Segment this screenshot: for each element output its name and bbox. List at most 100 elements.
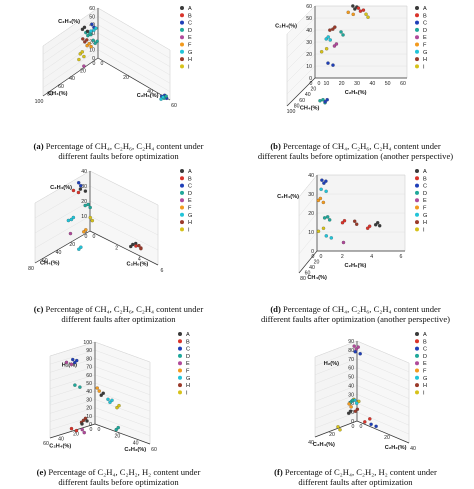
tick-label-a: 0 xyxy=(85,234,88,240)
grid-line xyxy=(49,399,96,414)
scatter-plot-e: 0 20 40 60 0 20 40 60 0 10 20 30 40 50 60 70 80 90 100 C₂H₄… xyxy=(43,332,190,453)
data-point-E xyxy=(80,427,84,432)
tick-label-a: 20 xyxy=(329,432,335,438)
tick-label-b: 60 xyxy=(151,447,157,453)
legend-label-C: C xyxy=(188,21,192,27)
legend-marker-D xyxy=(180,190,184,195)
legend-label-H: H xyxy=(423,220,427,226)
legend-label-A: A xyxy=(423,6,427,12)
grid-line xyxy=(97,49,171,92)
legend-label-H: H xyxy=(423,383,427,389)
legend-marker-I xyxy=(178,390,182,395)
data-point-I xyxy=(364,12,368,16)
grid-line xyxy=(314,358,358,375)
data-point-A xyxy=(85,29,90,34)
data-point-B xyxy=(363,420,367,424)
grid-line xyxy=(286,53,316,83)
legend-marker-E xyxy=(178,361,182,366)
grid-line xyxy=(34,185,91,219)
legend-marker-B xyxy=(415,176,419,181)
tick-label-a: 80 xyxy=(47,91,53,97)
legend-label-F: F xyxy=(188,43,192,49)
grid-line xyxy=(314,394,358,411)
data-point-H xyxy=(139,246,143,251)
grid-line xyxy=(314,376,358,393)
caption-f: (f) Percentage of C₂H₄, C₂H₂, H₂ content… xyxy=(274,467,437,487)
tick-label-a: 80 xyxy=(28,266,34,272)
axis-b-line xyxy=(356,420,410,444)
tick-label-c: 0 xyxy=(92,56,95,62)
legend-label-E: E xyxy=(188,35,192,41)
data-point-D xyxy=(327,218,332,222)
legend-label-G: G xyxy=(423,50,427,56)
grid-line xyxy=(42,16,99,55)
data-point-F xyxy=(321,200,326,205)
legend-label-B: B xyxy=(186,339,190,345)
grid-line xyxy=(42,7,99,47)
axis-a-title: C₂H₆(%) xyxy=(345,90,367,96)
tick-label-a: 40 xyxy=(369,81,375,87)
data-point-H xyxy=(333,25,337,29)
grid-line xyxy=(286,17,316,47)
tick-label-b: 40 xyxy=(410,446,416,452)
axis-b-line xyxy=(89,230,159,266)
grid-line xyxy=(34,200,91,234)
grid-line xyxy=(356,385,410,408)
caption-e: (e) Percentage of C₂H₄, C₂H₂, H₂ content… xyxy=(36,467,201,487)
legend-label-G: G xyxy=(423,376,427,382)
tick-label-a: 40 xyxy=(69,76,75,82)
data-point-D xyxy=(116,425,120,430)
data-point-I xyxy=(319,50,324,54)
data-point-G xyxy=(161,95,165,99)
legend-label-C: C xyxy=(423,347,427,353)
grid-line xyxy=(94,358,151,379)
tick-label-a: 100 xyxy=(35,99,44,105)
data-point-H xyxy=(355,407,360,412)
data-point-F xyxy=(84,228,88,232)
data-point-I xyxy=(88,215,93,220)
legend-label-A: A xyxy=(188,6,192,12)
legend-marker-F xyxy=(178,368,182,373)
grid-line xyxy=(97,16,171,59)
tick-label-c: 30 xyxy=(308,192,314,198)
data-point-I xyxy=(336,425,340,429)
tick-label-a: 4 xyxy=(370,254,373,260)
grid-line xyxy=(89,170,159,206)
data-point-H xyxy=(352,219,357,223)
tick-label-c: 0 xyxy=(351,419,354,425)
legend-marker-B xyxy=(178,339,182,344)
data-point-G xyxy=(326,35,330,39)
data-point-I xyxy=(338,428,342,432)
grid-line xyxy=(286,5,316,35)
tick-label-c: 50 xyxy=(348,375,354,381)
tick-label-c: 50 xyxy=(86,381,92,387)
legend-marker-C xyxy=(180,20,184,25)
legend-marker-H xyxy=(180,220,184,225)
axis-a-line xyxy=(42,57,99,97)
data-point-A xyxy=(131,242,135,247)
tick-label-c: 40 xyxy=(306,28,312,34)
tick-label-c: 50 xyxy=(89,14,95,20)
grid-line xyxy=(298,231,318,255)
legend-marker-G xyxy=(415,212,419,217)
data-point-I xyxy=(316,229,321,234)
legend-label-G: G xyxy=(188,213,192,219)
tick-label-c: 90 xyxy=(86,348,92,354)
axis-c-title: C₂H₄(%) xyxy=(277,194,299,200)
legend-label-I: I xyxy=(188,64,190,70)
tick-label-c: 40 xyxy=(81,169,87,175)
tick-label-c: 40 xyxy=(348,383,354,389)
tick-label-b: 20 xyxy=(314,260,320,266)
grid-line xyxy=(286,29,316,59)
caption-c: (c) Percentage of CH₄, C₂H₆, C₂H₄ conten… xyxy=(33,304,204,324)
legend-marker-H xyxy=(415,57,419,62)
legend-label-E: E xyxy=(423,198,427,204)
axis-c-title: H₂(%) xyxy=(324,361,339,367)
legend-marker-I xyxy=(180,64,184,69)
data-point-C xyxy=(90,22,94,26)
tick-label-c: 50 xyxy=(306,16,312,22)
grid-line xyxy=(298,193,318,217)
grid-line xyxy=(49,350,96,365)
legend-label-B: B xyxy=(423,176,427,182)
legend-label-F: F xyxy=(188,206,192,212)
